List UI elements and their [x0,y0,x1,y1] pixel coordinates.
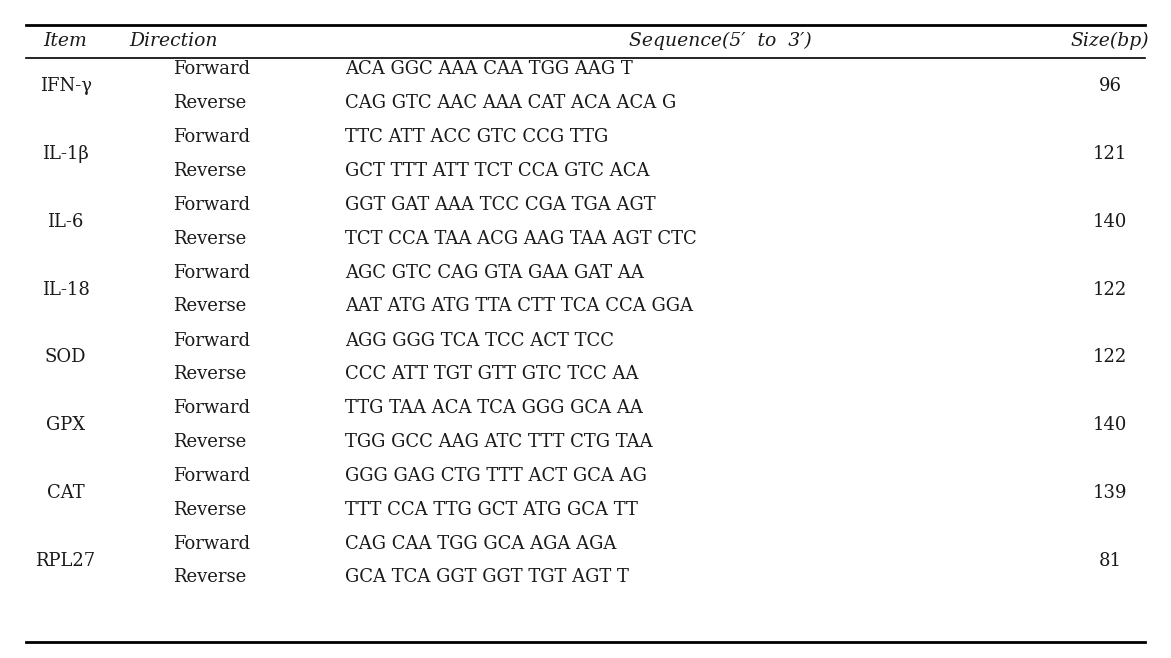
Text: GGG GAG CTG TTT ACT GCA AG: GGG GAG CTG TTT ACT GCA AG [345,467,648,485]
Text: 140: 140 [1093,416,1128,434]
Text: Reverse: Reverse [173,433,247,451]
Text: TGG GCC AAG ATC TTT CTG TAA: TGG GCC AAG ATC TTT CTG TAA [345,433,653,451]
Text: Size(bp): Size(bp) [1070,32,1150,50]
Text: 96: 96 [1098,77,1122,95]
Text: TTG TAA ACA TCA GGG GCA AA: TTG TAA ACA TCA GGG GCA AA [345,399,643,417]
Text: TCT CCA TAA ACG AAG TAA AGT CTC: TCT CCA TAA ACG AAG TAA AGT CTC [345,230,697,247]
Text: IL-6: IL-6 [47,213,84,231]
Text: Reverse: Reverse [173,365,247,383]
Text: AGG GGG TCA TCC ACT TCC: AGG GGG TCA TCC ACT TCC [345,332,615,349]
Text: Forward: Forward [173,264,251,282]
Text: ACA GGC AAA CAA TGG AAG T: ACA GGC AAA CAA TGG AAG T [345,61,634,78]
Text: GCA TCA GGT GGT TGT AGT T: GCA TCA GGT GGT TGT AGT T [345,569,629,586]
Text: Reverse: Reverse [173,297,247,315]
Text: GCT TTT ATT TCT CCA GTC ACA: GCT TTT ATT TCT CCA GTC ACA [345,162,650,180]
Text: 121: 121 [1093,145,1128,163]
Text: IL-1β: IL-1β [42,145,89,163]
Text: GPX: GPX [46,416,85,434]
Text: Forward: Forward [173,196,251,214]
Text: Reverse: Reverse [173,501,247,519]
Text: Forward: Forward [173,467,251,485]
Text: IFN-γ: IFN-γ [40,77,91,95]
Text: Forward: Forward [173,332,251,349]
Text: 81: 81 [1098,551,1122,570]
Text: TTC ATT ACC GTC CCG TTG: TTC ATT ACC GTC CCG TTG [345,128,609,146]
Text: 122: 122 [1093,348,1128,367]
Text: Reverse: Reverse [173,230,247,247]
Text: 122: 122 [1093,280,1128,299]
Text: TTT CCA TTG GCT ATG GCA TT: TTT CCA TTG GCT ATG GCA TT [345,501,638,519]
Text: Item: Item [43,32,88,50]
Text: CAT: CAT [47,484,84,502]
Text: Reverse: Reverse [173,94,247,112]
Text: Forward: Forward [173,61,251,78]
Text: Reverse: Reverse [173,569,247,586]
Text: Direction: Direction [129,32,218,50]
Text: IL-18: IL-18 [42,280,89,299]
Text: Sequence(5′  to  3′): Sequence(5′ to 3′) [629,32,812,50]
Text: SOD: SOD [44,348,87,367]
Text: GGT GAT AAA TCC CGA TGA AGT: GGT GAT AAA TCC CGA TGA AGT [345,196,656,214]
Text: CAG CAA TGG GCA AGA AGA: CAG CAA TGG GCA AGA AGA [345,535,617,553]
Text: RPL27: RPL27 [35,551,96,570]
Text: 140: 140 [1093,213,1128,231]
Text: Forward: Forward [173,399,251,417]
Text: Forward: Forward [173,535,251,553]
Text: AGC GTC CAG GTA GAA GAT AA: AGC GTC CAG GTA GAA GAT AA [345,264,644,282]
Text: CCC ATT TGT GTT GTC TCC AA: CCC ATT TGT GTT GTC TCC AA [345,365,639,383]
Text: Reverse: Reverse [173,162,247,180]
Text: 139: 139 [1093,484,1128,502]
Text: Forward: Forward [173,128,251,146]
Text: AAT ATG ATG TTA CTT TCA CCA GGA: AAT ATG ATG TTA CTT TCA CCA GGA [345,297,693,315]
Text: CAG GTC AAC AAA CAT ACA ACA G: CAG GTC AAC AAA CAT ACA ACA G [345,94,677,112]
